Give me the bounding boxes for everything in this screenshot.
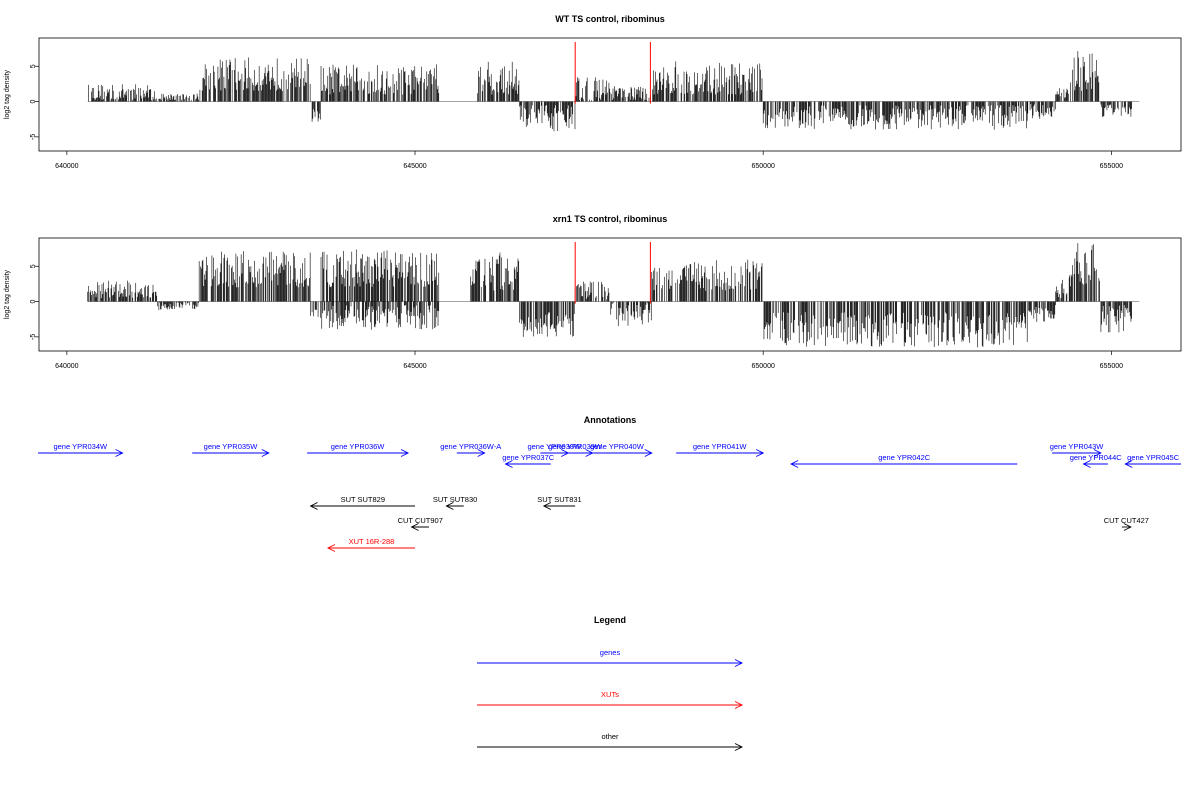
legend-panel: Legend genes XUTs other <box>477 615 744 751</box>
feature-label: gene YPR036W <box>331 442 386 451</box>
annotation-feature: CUT CUT427 <box>1104 516 1149 531</box>
legend-title: Legend <box>594 615 626 625</box>
annotation-feature: SUT SUT829 <box>309 495 416 510</box>
feature-label: gene YPR041W <box>693 442 748 451</box>
feature-arrow-head <box>1093 449 1102 457</box>
legend-entry: XUTs <box>477 690 744 709</box>
x-tick-label: 640000 <box>55 163 78 170</box>
x-tick-label: 645000 <box>403 163 426 170</box>
feature-arrow-head <box>790 460 799 468</box>
panel-xrn1: xrn1 TS control, ribominus log2 tag densi… <box>4 214 1182 370</box>
feature-arrow-head <box>326 544 336 552</box>
x-tick-label: 655000 <box>1100 363 1123 370</box>
annotation-feature: SUT SUT831 <box>537 495 582 510</box>
feature-label: gene YPR040W <box>590 442 645 451</box>
y-tick-label: -5 <box>30 134 37 140</box>
density-bars <box>87 243 1132 348</box>
feature-label: gene YPR044C <box>1070 453 1123 462</box>
feature-label: CUT CUT427 <box>1104 516 1149 525</box>
feature-arrow-head <box>115 449 124 457</box>
feature-arrow-head <box>1123 523 1132 531</box>
feature-label: gene YPR043W <box>1050 442 1105 451</box>
feature-arrow-head <box>309 502 318 510</box>
annotation-feature: gene YPR036W-A <box>440 442 501 457</box>
feature-label: SUT SUT829 <box>341 495 385 504</box>
annotation-feature: gene YPR041W <box>676 442 765 457</box>
x-tick-label: 650000 <box>752 163 775 170</box>
annotation-feature: gene YPR044C <box>1070 453 1123 468</box>
feature-label: gene YPR039W <box>548 442 603 451</box>
feature-label: gene YPR042C <box>878 453 931 462</box>
legend-entry: genes <box>477 648 744 667</box>
feature-label: gene YPR038W <box>527 442 582 451</box>
y-axis-label: log2 tag density <box>4 269 11 319</box>
legend-arrow-head <box>734 659 744 667</box>
chart-title: xrn1 TS control, ribominus <box>553 214 668 224</box>
annotation-feature: gene YPR042C <box>790 453 1018 468</box>
annotation-feature: CUT CUT907 <box>398 516 443 531</box>
annotation-feature: gene YPR043W <box>1050 442 1105 457</box>
feature-label: XUT 16R-288 <box>349 537 395 546</box>
y-tick-label: 0 <box>30 100 37 104</box>
annotation-feature: SUT SUT830 <box>433 495 477 510</box>
feature-arrow-head <box>477 449 486 457</box>
x-tick-label: 650000 <box>752 363 775 370</box>
feature-label: CUT CUT907 <box>398 516 443 525</box>
feature-label: gene YPR045C <box>1127 453 1180 462</box>
feature-arrow-head <box>261 449 270 457</box>
feature-label: gene YPR037C <box>502 453 555 462</box>
legend-arrow-head <box>734 701 744 709</box>
chart-title: WT TS control, ribominus <box>555 14 665 24</box>
legend-arrow-head <box>734 743 744 751</box>
y-axis-label: log2 tag density <box>4 69 11 119</box>
annotations-panel: Annotations gene YPR034W gene YPR035W gene … <box>38 415 1181 552</box>
y-tick-label: 5 <box>30 64 37 68</box>
feature-arrow-head <box>542 502 552 510</box>
legend-label: genes <box>600 648 621 657</box>
legend-label: XUTs <box>601 690 619 699</box>
panel-wt: WT TS control, ribominus log2 tag density… <box>4 14 1182 170</box>
feature-arrow-head <box>400 449 410 457</box>
feature-label: gene YPR035W <box>204 442 259 451</box>
annotation-feature: gene YPR035W <box>192 442 270 457</box>
feature-arrow-head <box>410 523 419 531</box>
feature-arrow-head <box>1124 460 1133 468</box>
annotation-feature: XUT 16R-288 <box>326 537 416 552</box>
feature-arrow-head <box>504 460 513 468</box>
x-tick-label: 655000 <box>1100 163 1123 170</box>
feature-label: SUT SUT831 <box>537 495 581 504</box>
density-bars <box>88 51 1132 132</box>
annotation-feature: gene YPR037C <box>502 453 555 468</box>
plot-frame <box>38 237 1182 352</box>
annotation-feature: gene YPR040W <box>582 442 653 457</box>
feature-label: gene YPR036W-A <box>440 442 501 451</box>
annotation-feature: gene YPR036W <box>307 442 410 457</box>
y-tick-label: 0 <box>30 300 37 304</box>
x-tick-label: 645000 <box>403 363 426 370</box>
legend-entry: other <box>477 732 744 751</box>
feature-label: gene YPR034W <box>53 442 108 451</box>
feature-arrow-head <box>445 502 454 510</box>
feature-arrow-head <box>644 449 653 457</box>
feature-label: SUT SUT830 <box>433 495 477 504</box>
feature-arrow-head <box>1082 460 1091 468</box>
legend-label: other <box>601 732 619 741</box>
plot-frame <box>38 37 1182 152</box>
annotation-feature: gene YPR034W <box>38 442 124 457</box>
y-tick-label: 5 <box>30 264 37 268</box>
y-tick-label: -5 <box>30 334 37 340</box>
x-tick-label: 640000 <box>55 363 78 370</box>
annotations-title: Annotations <box>584 415 637 425</box>
feature-arrow-head <box>755 449 765 457</box>
annotation-feature: gene YPR045C <box>1124 453 1181 468</box>
